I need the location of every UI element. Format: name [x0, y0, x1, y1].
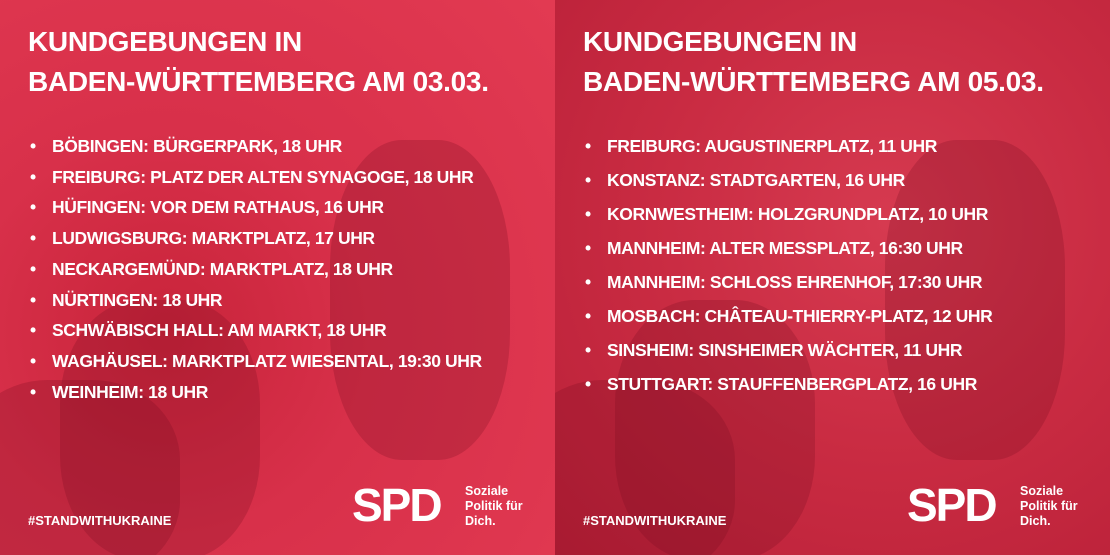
- photo-shade: [330, 140, 510, 460]
- hashtag: #STANDWITHUKRAINE: [28, 513, 172, 528]
- title-line: BADEN-WÜRTTEMBERG AM 05.03.: [583, 66, 1044, 97]
- logo: SPD: [907, 479, 998, 531]
- event-item: HÜFINGEN: VOR DEM RATHAUS, 16 UHR: [30, 197, 384, 218]
- slogan-line: Soziale: [465, 484, 509, 498]
- logo: SPD: [352, 479, 443, 531]
- panel: KUNDGEBUNGEN IN BADEN-WÜRTTEMBERG AM 03.0…: [0, 0, 555, 555]
- event-item: FREIBURG: PLATZ DER ALTEN SYNAGOGE, 18 U…: [30, 167, 474, 188]
- panel: KUNDGEBUNGEN IN BADEN-WÜRTTEMBERG AM 05.0…: [555, 0, 1110, 555]
- event-item: NECKARGEMÜND: MARKTPLATZ, 18 UHR: [30, 259, 393, 280]
- slogan-line: Dich.: [465, 514, 496, 528]
- photo-shade: [60, 300, 260, 555]
- slogan-line: Soziale: [1020, 484, 1064, 498]
- event-item: NÜRTINGEN: 18 UHR: [30, 290, 223, 311]
- event-item: BÖBINGEN: BÜRGERPARK, 18 UHR: [30, 136, 342, 157]
- event-item: LUDWIGSBURG: MARKTPLATZ, 17 UHR: [30, 228, 375, 249]
- photo-shade: [0, 380, 180, 555]
- event-item: STUTTGART: STAUFFENBERGPLATZ, 16 UHR: [585, 374, 977, 395]
- slogan-line: Politik für: [1020, 499, 1078, 513]
- slogan: Soziale Politik für Dich.: [465, 484, 523, 529]
- slogan: Soziale Politik für Dich.: [1020, 484, 1078, 529]
- event-item: MANNHEIM: SCHLOSS EHRENHOF, 17:30 UHR: [585, 272, 983, 293]
- slogan-line: Politik für: [465, 499, 523, 513]
- event-item: KONSTANZ: STADTGARTEN, 16 UHR: [585, 170, 905, 191]
- title-line: BADEN-WÜRTTEMBERG AM 03.03.: [28, 66, 489, 97]
- event-item: WEINHEIM: 18 UHR: [30, 382, 208, 403]
- event-item: FREIBURG: AUGUSTINERPLATZ, 11 UHR: [585, 136, 937, 157]
- title-line: KUNDGEBUNGEN IN: [28, 26, 302, 57]
- event-item: MANNHEIM: ALTER MESSPLATZ, 16:30 UHR: [585, 238, 963, 259]
- title-line: KUNDGEBUNGEN IN: [583, 26, 857, 57]
- event-item: WAGHÄUSEL: MARKTPLATZ WIESENTAL, 19:30 U…: [30, 351, 482, 372]
- hashtag: #STANDWITHUKRAINE: [583, 513, 727, 528]
- title: KUNDGEBUNGEN IN BADEN-WÜRTTEMBERG AM 05.0…: [583, 22, 1044, 102]
- photo-shade: [555, 380, 735, 555]
- event-item: MOSBACH: CHÂTEAU-THIERRY-PLATZ, 12 UHR: [585, 306, 993, 327]
- title: KUNDGEBUNGEN IN BADEN-WÜRTTEMBERG AM 03.0…: [28, 22, 489, 102]
- photo-shade: [885, 140, 1065, 460]
- slogan-line: Dich.: [1020, 514, 1051, 528]
- event-item: SCHWÄBISCH HALL: AM MARKT, 18 UHR: [30, 320, 387, 341]
- event-item: SINSHEIM: SINSHEIMER WÄCHTER, 11 UHR: [585, 340, 962, 361]
- event-item: KORNWESTHEIM: HOLZGRUNDPLATZ, 10 UHR: [585, 204, 988, 225]
